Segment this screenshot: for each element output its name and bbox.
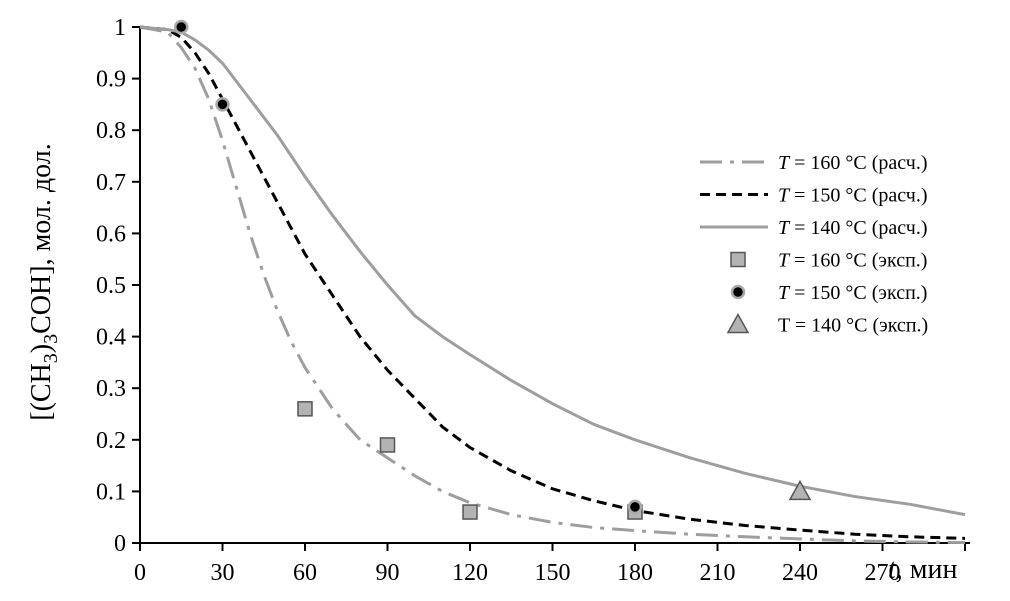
legend-label-var: T — [778, 282, 791, 304]
legend-label: T = 150 °C (эксп.) — [778, 282, 927, 304]
y-axis-title-part2: ) — [26, 344, 57, 353]
legend-label: T = 160 °C (расч.) — [778, 152, 927, 174]
legend: T = 160 °C (расч.)T = 150 °C (расч.)T = … — [700, 152, 928, 337]
legend-label: T = 160 °C (эксп.) — [778, 250, 927, 272]
x-tick-label: 120 — [452, 560, 488, 586]
legend-label-text: = 140 °C (расч.) — [789, 217, 927, 239]
legend-item: T = 160 °C (эксп.) — [730, 250, 927, 272]
legend-label-var: T — [778, 185, 791, 207]
legend-label: T = 140 °C (расч.) — [778, 217, 927, 239]
legend-label-text: = 150 °C (эксп.) — [789, 282, 927, 304]
legend-item: T = 160 °C (расч.) — [700, 152, 927, 174]
series-line-0 — [139, 25, 966, 544]
x-tick-label: 180 — [617, 560, 653, 586]
y-tick-label: 0.5 — [96, 273, 126, 299]
legend-label: T = 150 °C (расч.) — [778, 185, 927, 207]
x-axis-title-unit: , мин — [896, 554, 958, 585]
y-tick-label: 0.2 — [96, 428, 126, 454]
y-tick-label: 0.8 — [96, 118, 126, 144]
y-axis-title: [(CH3)3COH], мол. дол. — [26, 143, 62, 421]
x-tick-label: 240 — [782, 560, 818, 586]
plot-area — [139, 19, 966, 544]
legend-marker-swatch — [730, 251, 746, 268]
x-tick-label: 270 — [865, 560, 901, 586]
legend-item: T = 140 °C (расч.) — [700, 217, 927, 239]
legend-label-text: = 160 °C (эксп.) — [789, 250, 927, 272]
y-tick-label: 0.1 — [96, 479, 126, 505]
legend-item: T = 140 °C (эксп.) — [726, 312, 928, 337]
y-tick-label: 0.6 — [96, 221, 126, 247]
data-point-4 — [627, 499, 643, 515]
y-tick-label: 0.3 — [96, 376, 126, 402]
data-point-3 — [379, 437, 396, 453]
x-tick-label: 90 — [376, 560, 400, 586]
legend-label-text: T = 140 °C (эксп.) — [778, 315, 928, 337]
legend-item: T = 150 °C (расч.) — [700, 185, 927, 207]
series-line-1 — [139, 25, 966, 540]
y-tick-label: 0 — [114, 531, 126, 557]
legend-label-text: = 150 °C (расч.) — [789, 185, 927, 207]
y-tick-label: 1 — [114, 15, 126, 41]
y-tick-label: 0.7 — [96, 170, 126, 196]
x-axis-title-var: t — [888, 554, 897, 585]
y-axis-title-part3: COH], мол. дол. — [26, 143, 57, 334]
x-axis-title: t, мин — [888, 554, 957, 585]
legend-label-var: T — [778, 250, 791, 272]
legend-label-var: T — [778, 217, 791, 239]
legend-label-var: T — [778, 152, 791, 174]
x-tick-label: 0 — [134, 560, 146, 586]
series-line-2 — [139, 25, 966, 517]
y-tick-label: 0.4 — [96, 325, 126, 351]
data-point-4 — [174, 19, 189, 35]
y-axis-title-part1: [(CH — [26, 363, 57, 421]
y-tick-label: 0.9 — [96, 67, 126, 93]
y-axis-title-sub2: 3 — [40, 334, 62, 344]
ticks: 0 30 60 90 120 150 180 210 240 270 0 0.1 0.2 0.3 0.4 0.… — [96, 15, 966, 586]
x-tick-label: 30 — [211, 560, 235, 586]
data-point-3 — [297, 401, 313, 417]
x-tick-label: 60 — [293, 560, 317, 586]
legend-marker-swatch — [730, 284, 746, 300]
legend-label: T = 140 °C (эксп.) — [778, 315, 928, 337]
legend-label-text: = 160 °C (расч.) — [789, 152, 927, 174]
x-tick-label: 150 — [535, 560, 571, 586]
legend-marker-swatch — [726, 312, 750, 334]
y-axis-title-sub1: 3 — [40, 353, 62, 363]
x-tick-label: 210 — [700, 560, 736, 586]
legend-item: T = 150 °C (эксп.) — [730, 282, 927, 304]
data-point-4 — [215, 97, 230, 112]
data-point-5 — [788, 479, 812, 501]
data-point-3 — [462, 504, 478, 520]
